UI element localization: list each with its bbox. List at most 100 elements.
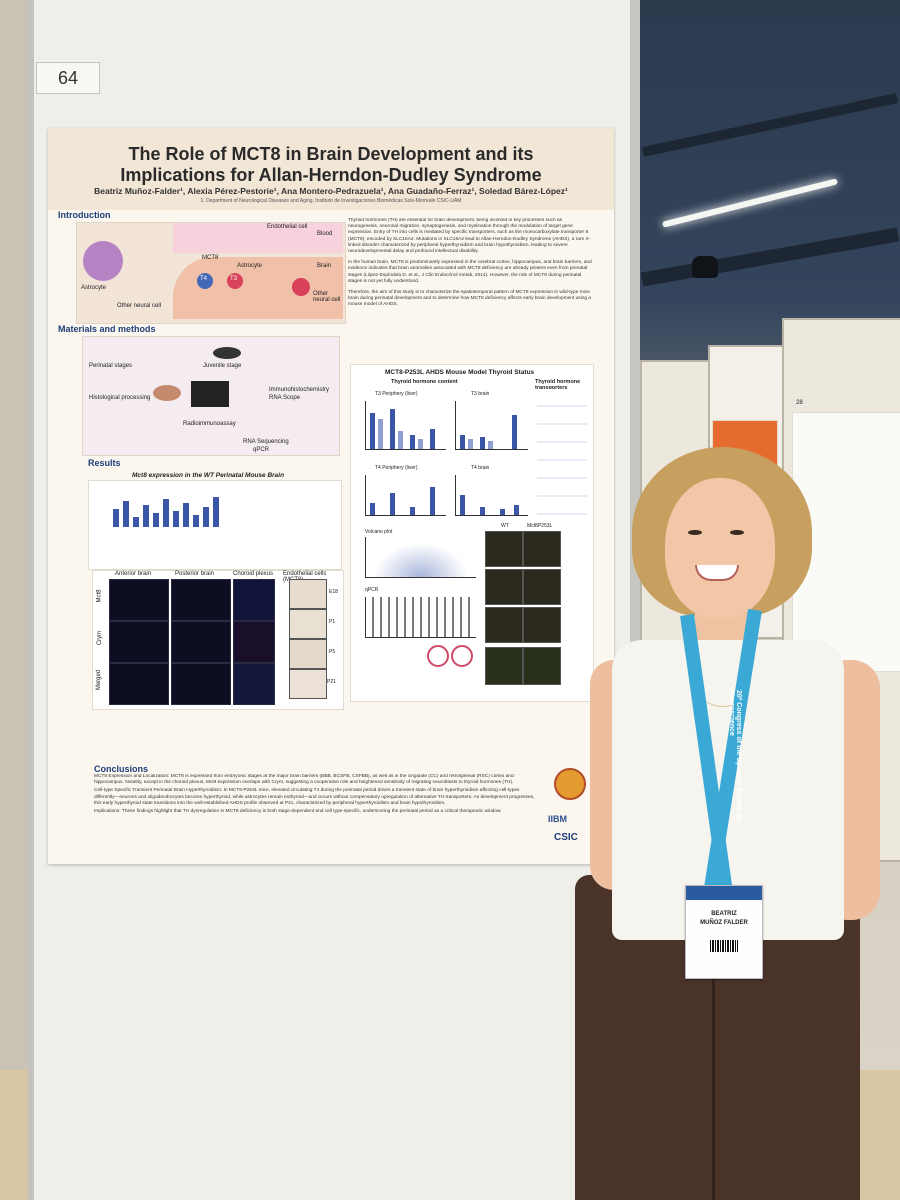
methods-label-ihc: Immunohistochemistry <box>269 387 330 393</box>
pie-chart <box>451 645 473 667</box>
t3-brain-chart <box>455 401 528 450</box>
intro-label-blood: Blood <box>317 231 333 237</box>
bar <box>370 413 375 449</box>
methods-label-histology: Histological processing <box>89 395 151 401</box>
bar <box>163 499 169 527</box>
person-face <box>665 478 775 618</box>
column-label-choroid: Choroid plexus <box>233 571 274 577</box>
t4-brain-chart <box>455 475 528 516</box>
left-wall <box>0 0 30 1200</box>
stage-label-p1: P1 <box>329 619 336 625</box>
label-t3-brain: T3 brain <box>471 391 490 397</box>
intro-paragraph-1: Thyroid hormones (TH) are essential for … <box>348 218 591 255</box>
brain-image-choroid-mct8 <box>233 579 275 621</box>
label-wt: WT <box>501 523 509 529</box>
bar <box>500 509 505 515</box>
methods-label-rnaseq: RNA Sequencing <box>243 439 289 445</box>
bar <box>480 507 485 515</box>
label-th-transporters: Thyroid hormone transporters <box>535 379 581 391</box>
section-results: Results <box>88 458 121 468</box>
column-label-posterior: Posterior brain <box>175 571 215 577</box>
label-t4-brain: T4 brain <box>471 465 490 471</box>
intro-label-brain: Brain <box>317 263 332 269</box>
t3-marker <box>292 278 310 296</box>
rnascope-image <box>523 569 561 605</box>
bar <box>153 513 159 527</box>
label-mutant: Mct8P253L <box>527 523 553 529</box>
astrocyte-shape <box>83 241 123 281</box>
label-th-content: Thyroid hormone content <box>391 379 458 385</box>
mouse-model-title: MCT8-P253L AHDS Mouse Model Thyroid Stat… <box>385 369 535 376</box>
scientific-poster: The Role of MCT8 in Brain Development an… <box>48 128 614 864</box>
intro-label-mct8: MCT8 <box>202 255 219 261</box>
bar <box>113 509 119 527</box>
intro-label-t4: T4 <box>200 276 208 282</box>
endothelial-image-p5 <box>289 639 327 669</box>
bar <box>193 515 199 527</box>
microscope-image <box>191 381 229 407</box>
row-label-merged: Merged <box>96 669 103 691</box>
conclusions-list: MCT8 Expression and Localization: MCT8 i… <box>94 774 538 858</box>
poster-title-line2: Implications for Allan-Herndon-Dudley Sy… <box>120 165 542 185</box>
section-conclusions: Conclusions <box>94 764 149 774</box>
blood-vessel-shape <box>173 223 343 253</box>
results-bar-chart <box>88 480 342 570</box>
bar <box>390 493 395 515</box>
intro-label-endothelial-cell: Endothelial cell <box>267 224 308 230</box>
intro-figure: MCT8 Astrocyte T4 T3 Blood Brain Other n… <box>76 222 346 324</box>
rnascope-image <box>523 607 561 643</box>
rnascope-image <box>485 647 523 685</box>
brain-image-posterior-merged <box>171 663 231 705</box>
brain-image-anterior-crym <box>109 621 169 663</box>
bar <box>410 507 415 515</box>
bar <box>410 435 415 449</box>
bar <box>390 409 395 449</box>
brain-image-posterior-crym <box>171 621 231 663</box>
ceiling-spotlight <box>692 256 718 278</box>
bar <box>398 431 403 449</box>
brain-image-grid: Anterior brain Posterior brain Choroid p… <box>92 570 344 710</box>
bar <box>512 415 517 449</box>
brain-image-choroid-crym <box>233 621 275 663</box>
section-introduction: Introduction <box>58 210 111 220</box>
rnascope-image <box>485 569 523 605</box>
bar <box>123 501 129 527</box>
methods-label-qpcr: qPCR <box>253 447 270 453</box>
row-label-mct8: Mct8 <box>96 589 103 603</box>
intro-paragraph-2: In the human brain, MCT8 is predominantl… <box>348 260 592 284</box>
conclusion-item-1: MCT8 Expression and Localization: MCT8 i… <box>94 774 514 786</box>
right-eye <box>730 530 744 535</box>
conclusion-item-2: Cell-type Specific Transient Perinatal B… <box>94 788 535 806</box>
bar <box>514 505 519 515</box>
bar <box>460 495 465 515</box>
bar <box>418 439 423 449</box>
methods-label-ria: Radioimmunoassay <box>183 421 236 427</box>
necklace <box>695 680 750 707</box>
intro-label-t3: T3 <box>230 276 238 282</box>
csic-logo: CSIC <box>554 832 578 843</box>
bar <box>460 435 465 449</box>
bar <box>133 517 139 527</box>
bar <box>430 487 435 515</box>
rnascope-image <box>523 531 561 567</box>
rnascope-image <box>523 647 561 685</box>
mouse-model-panel: MCT8-P253L AHDS Mouse Model Thyroid Stat… <box>350 364 594 702</box>
badge-name: BEATRIZ MUÑOZ FALDER <box>688 910 760 928</box>
bar <box>173 511 179 527</box>
pants-seam <box>712 930 715 1200</box>
bar <box>143 505 149 527</box>
left-eye <box>688 530 702 535</box>
label-volcano: Volcano plot <box>365 529 393 535</box>
transporter-charts <box>537 389 587 515</box>
endothelial-image-p21 <box>289 669 327 699</box>
mouse-icon <box>213 347 241 359</box>
intro-label-astrocyte-2: Astrocyte <box>237 263 263 269</box>
badge-barcode <box>710 940 738 952</box>
endothelial-image-e18 <box>289 579 327 609</box>
methods-figure: Perinatal stages Juvenile stage Histolog… <box>82 336 340 456</box>
methods-label-perinatal: Perinatal stages <box>89 363 133 369</box>
label-qpcr: qPCR <box>365 587 379 593</box>
t4-liver-chart <box>365 475 446 516</box>
name-badge: BEATRIZ MUÑOZ FALDER <box>685 885 763 979</box>
t3-marker <box>227 273 243 289</box>
